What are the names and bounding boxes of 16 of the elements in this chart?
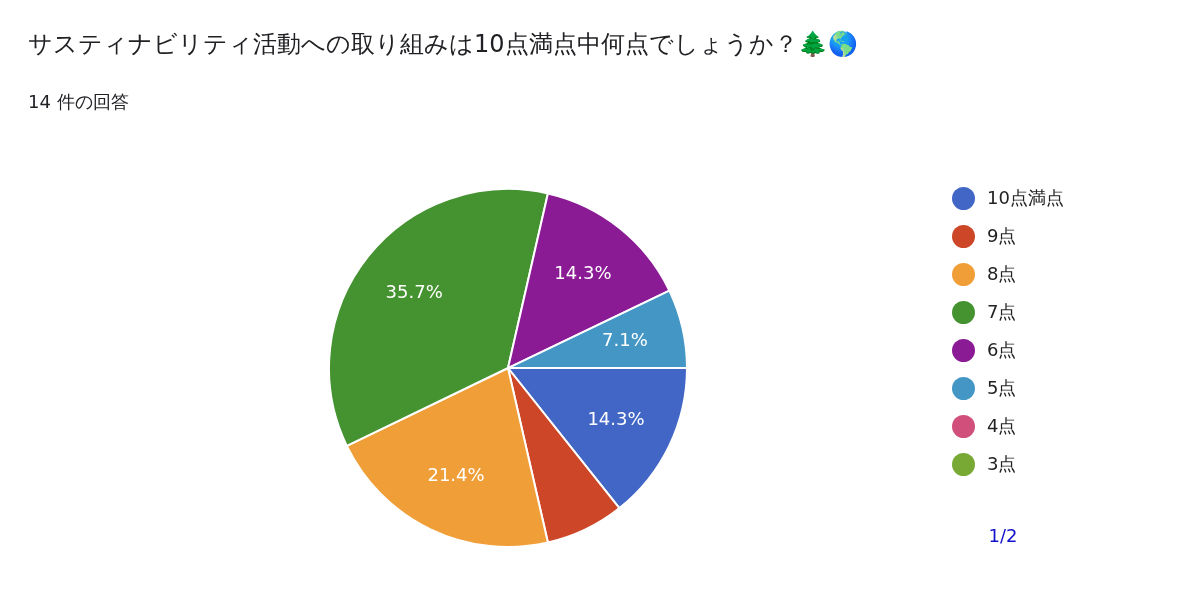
- legend-label: 8点: [987, 262, 1017, 284]
- data-label: 14.3%: [587, 408, 645, 430]
- legend-label: 9点: [987, 224, 1017, 246]
- legend-label: 10点満点: [987, 186, 1064, 208]
- data-label: 21.4%: [427, 464, 485, 486]
- data-label: 7.1%: [602, 329, 648, 351]
- legend-label: 6点: [987, 338, 1017, 360]
- legend-label: 4点: [987, 414, 1017, 436]
- chart-title: サスティナビリティ活動への取り組みは10点満点中何点でしょうか？🌲🌎: [28, 30, 858, 58]
- data-label: 14.3%: [554, 262, 612, 284]
- legend-label: 7点: [987, 300, 1017, 322]
- legend-label: 5点: [987, 376, 1017, 398]
- legend-label: 3点: [987, 452, 1017, 474]
- data-label: 35.7%: [385, 281, 443, 303]
- text: 14 件の回答: [28, 91, 129, 112]
- text: 1/2: [988, 525, 1018, 546]
